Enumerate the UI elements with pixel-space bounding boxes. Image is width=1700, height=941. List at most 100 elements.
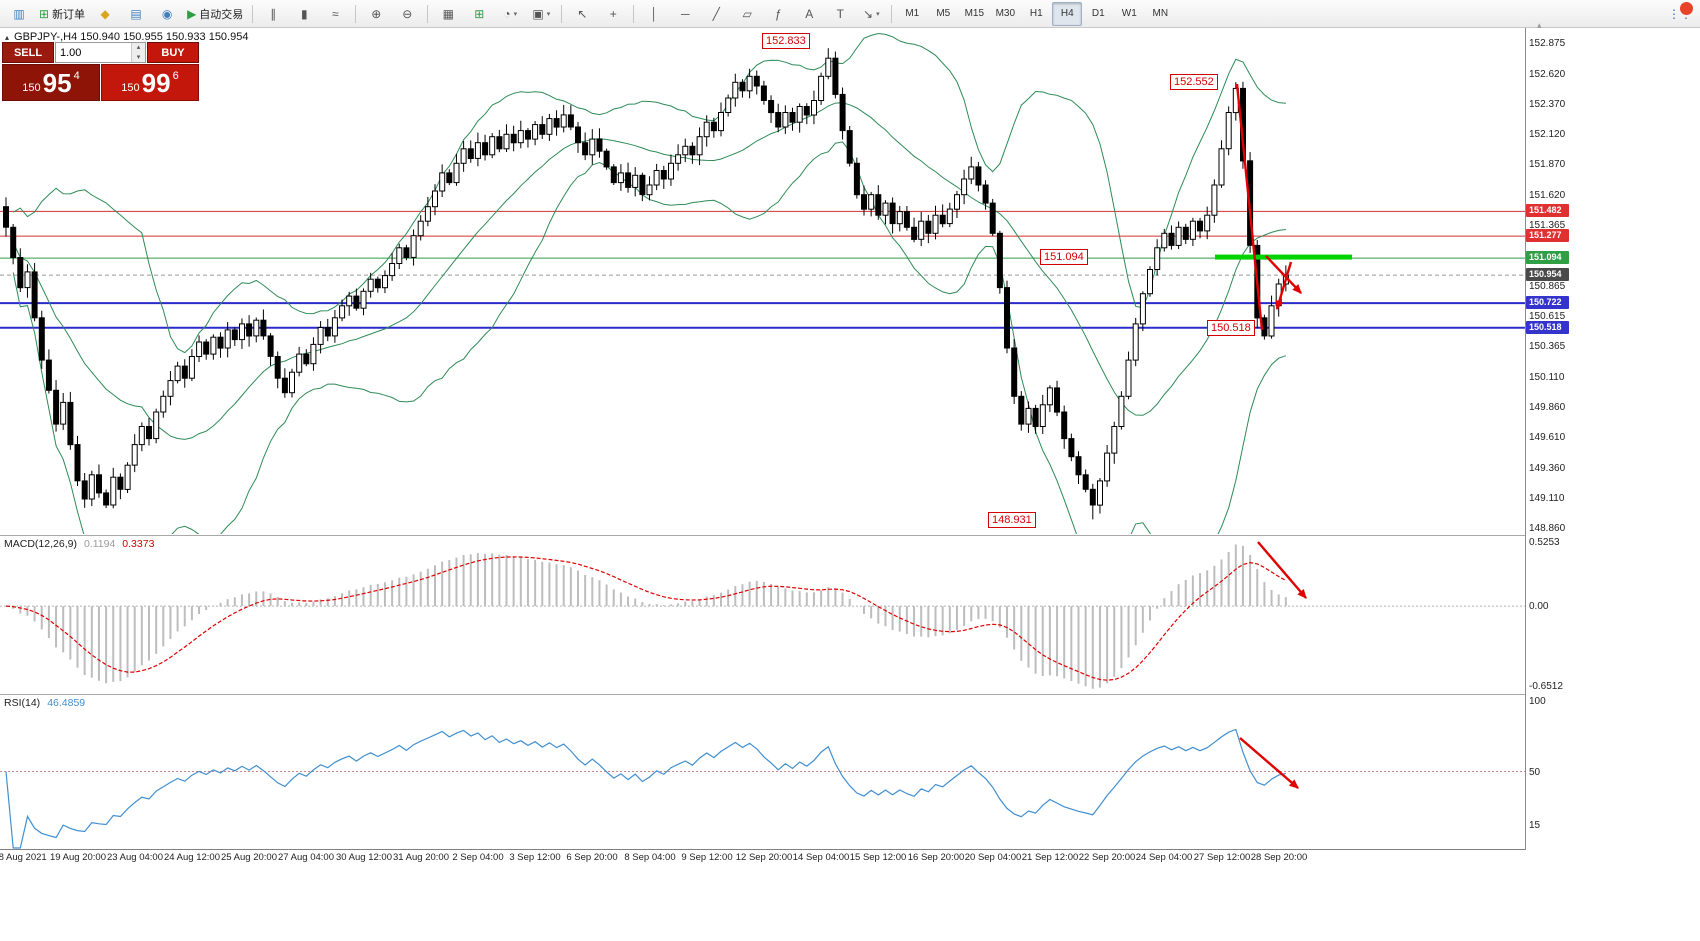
zoom-in-button[interactable]: ⊕ [361, 2, 391, 26]
zoom-out-icon: ⊖ [402, 6, 413, 21]
tf-mn-button[interactable]: MN [1145, 2, 1175, 26]
price-axis-label: 152.875 [1529, 38, 1566, 49]
macd-axis-label: 0.5253 [1529, 537, 1560, 548]
trendline-button[interactable]: ╱ [701, 2, 731, 26]
indicators-button[interactable]: ⊞ [464, 2, 494, 26]
label-icon: T [836, 6, 844, 21]
bollinger-band-line [12, 102, 1286, 440]
new-chart-button[interactable]: ▥ [4, 2, 34, 26]
chart-profiles-button[interactable]: ◆ [90, 2, 120, 26]
toolbar: ▥ ⊞ 新订单 ◆ ▤ ◉ ▶ 自动交易 ∥ ▮ ≈ ⊕ ⊖ ▦ ⊞ ◔ ▾ ▣ ▾ ↖ + │ ─ ╱ ▱ ƒ A T ↘ ▾ M1 M5 M… [0, 0, 1700, 28]
market-watch-icon: ▤ [130, 6, 142, 21]
macd-axis-label: 0.00 [1529, 601, 1549, 612]
support-zone-segment[interactable] [1215, 254, 1352, 260]
zoom-out-button[interactable]: ⊖ [392, 2, 422, 26]
cursor-icon: ↖ [577, 6, 588, 21]
channel-button[interactable]: ▱ [732, 2, 762, 26]
tf-w1-button[interactable]: W1 [1114, 2, 1144, 26]
red-line-annotation[interactable] [1235, 83, 1264, 331]
price-axis-label: 151.365 [1529, 220, 1566, 231]
buy-button[interactable]: BUY [147, 42, 199, 63]
tf-m30-button[interactable]: M30 [990, 2, 1020, 26]
sell-price-display[interactable]: 150 95 4 [2, 64, 100, 101]
time-axis-label: 28 Sep 20:00 [1250, 852, 1308, 863]
price-callout[interactable]: 152.833 [762, 33, 810, 49]
tf-m1-button[interactable]: M1 [897, 2, 927, 26]
time-axis-label: 8 Sep 04:00 [624, 852, 676, 863]
new-order-button-label: 新订单 [52, 8, 86, 21]
symbol-caret-icon[interactable]: ▴ [5, 32, 10, 42]
tf-d1-button[interactable]: D1 [1083, 2, 1113, 26]
horizontal-line-icon: ─ [681, 6, 690, 21]
volume-increase-button[interactable]: ▴ [132, 43, 145, 53]
vertical-line-button[interactable]: │ [639, 2, 669, 26]
chart-region: ▴ GBPJPY-,H4 150.940 150.955 150.933 150… [0, 28, 1700, 868]
label-button[interactable]: T [825, 2, 855, 26]
templates-button[interactable]: ▣ ▾ [526, 2, 556, 26]
toolbar-separator [561, 4, 563, 23]
time-axis-label: 23 Aug 04:00 [107, 852, 163, 863]
chart-canvas[interactable] [0, 28, 1525, 850]
time-axis-label: 27 Aug 04:00 [278, 852, 334, 863]
volume-decrease-button[interactable]: ▾ [132, 52, 145, 62]
text-button[interactable]: A [794, 2, 824, 26]
zoom-in-icon: ⊕ [371, 6, 382, 21]
red-arrow-annotation[interactable] [1265, 255, 1302, 294]
templates-icon: ▣ [532, 6, 544, 21]
time-axis-label: 14 Sep 04:00 [792, 852, 850, 863]
autotrading-button[interactable]: ▶ 自动交易 [183, 2, 247, 26]
tf-m15-button[interactable]: M15 [959, 2, 989, 26]
sell-button[interactable]: SELL [2, 42, 54, 63]
chevron-down-icon: ▾ [546, 10, 551, 18]
data-window-button[interactable]: ◉ [152, 2, 182, 26]
red-arrow-annotation[interactable] [1257, 541, 1307, 599]
autotrading-button-label: 自动交易 [199, 8, 244, 21]
time-axis-label: 19 Aug 20:00 [50, 852, 106, 863]
tf-h4-button[interactable]: H4 [1052, 1, 1083, 26]
toolbar-separator [891, 4, 893, 23]
buy-price-big: 99 [141, 67, 171, 98]
tf-m15-button-label: M15 [964, 8, 985, 19]
macd-name: MACD(12,26,9) [4, 538, 77, 550]
tf-h1-button[interactable]: H1 [1021, 2, 1051, 26]
periods-button[interactable]: ◔ ▾ [495, 2, 525, 26]
time-axis-label: 16 Sep 20:00 [907, 852, 965, 863]
price-axis-label: 150.615 [1529, 311, 1566, 322]
time-axis-label: 30 Aug 12:00 [336, 852, 392, 863]
cursor-button[interactable]: ↖ [567, 2, 597, 26]
crosshair-icon: + [609, 6, 617, 21]
buy-price-display[interactable]: 150 99 6 [101, 64, 199, 101]
red-arrow-annotation[interactable] [1275, 261, 1293, 311]
tile-windows-button[interactable]: ▦ [433, 2, 463, 26]
price-tag: 151.094 [1526, 251, 1569, 264]
main-price-pane [0, 32, 1525, 534]
price-axis-label: 152.370 [1529, 99, 1566, 110]
arrows-button[interactable]: ↘ ▾ [856, 2, 886, 26]
candlestick-chart-button[interactable]: ▮ [289, 2, 319, 26]
price-axis-label: 151.870 [1529, 159, 1566, 170]
axis-scroll-up-icon[interactable]: ▴ [1537, 20, 1542, 30]
tf-m5-button[interactable]: M5 [928, 2, 958, 26]
line-chart-button[interactable]: ≈ [320, 2, 350, 26]
trendline-icon: ╱ [712, 6, 720, 21]
bar-chart-button[interactable]: ∥ [258, 2, 288, 26]
crosshair-button[interactable]: + [598, 2, 628, 26]
price-axis-label: 151.620 [1529, 190, 1566, 201]
new-order-button[interactable]: ⊞ 新订单 [35, 2, 89, 26]
price-callout[interactable]: 150.518 [1207, 320, 1255, 336]
tf-mn-button-label: MN [1152, 8, 1169, 19]
horizontal-line-button[interactable]: ─ [670, 2, 700, 26]
rsi-line [5, 728, 1287, 849]
toolbar-separator [427, 4, 429, 23]
fibonacci-button[interactable]: ƒ [763, 2, 793, 26]
time-axis-label: 24 Aug 12:00 [164, 852, 220, 863]
market-watch-button[interactable]: ▤ [121, 2, 151, 26]
tf-d1-button-label: D1 [1091, 8, 1105, 19]
record-indicator-icon [1680, 2, 1693, 15]
price-callout[interactable]: 152.552 [1170, 74, 1218, 90]
price-callout[interactable]: 151.094 [1040, 249, 1088, 265]
volume-input[interactable] [56, 43, 131, 62]
price-callout[interactable]: 148.931 [988, 512, 1036, 528]
time-axis-label: 24 Sep 04:00 [1135, 852, 1193, 863]
red-arrow-annotation[interactable] [1239, 737, 1299, 789]
